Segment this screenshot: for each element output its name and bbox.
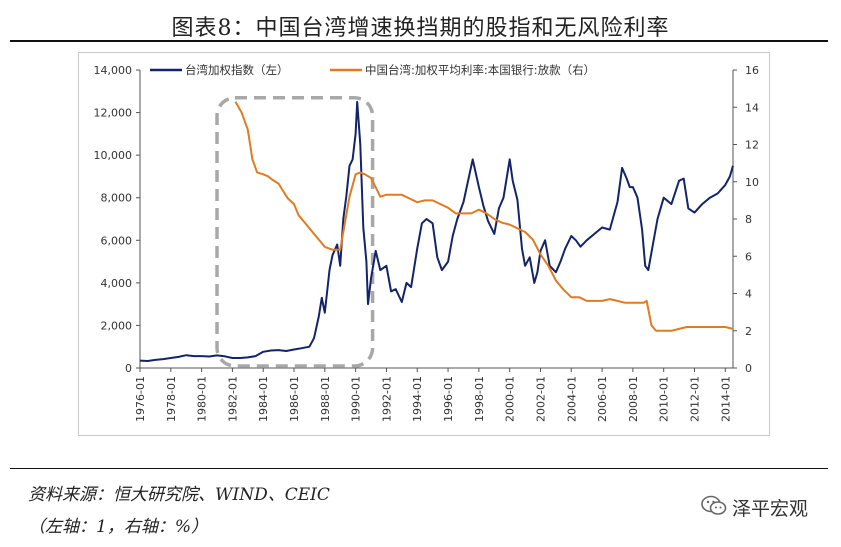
x-axis-tick-label: 1984-01 xyxy=(257,376,270,422)
right-axis-tick-label: 0 xyxy=(745,362,752,375)
right-axis-tick-label: 4 xyxy=(745,288,752,301)
x-axis-tick-label: 1992-01 xyxy=(380,376,393,422)
x-axis-tick-label: 2012-01 xyxy=(688,376,701,422)
chart-frame xyxy=(78,52,770,436)
x-axis-tick-label: 2004-01 xyxy=(565,376,578,422)
x-axis-tick-label: 1988-01 xyxy=(319,376,332,422)
x-axis-tick-label: 1998-01 xyxy=(473,376,486,422)
highlight-box xyxy=(215,96,375,368)
x-axis-tick-label: 1976-01 xyxy=(134,376,147,422)
right-axis-tick-label: 12 xyxy=(745,139,759,152)
bottom-rule xyxy=(10,468,828,469)
series-line-lending-rate xyxy=(234,101,734,332)
series-line-stock-index xyxy=(139,100,734,362)
x-axis-tick-label: 2014-01 xyxy=(719,376,732,422)
x-axis-tick-label: 1986-01 xyxy=(288,376,301,422)
right-axis-tick-label: 2 xyxy=(745,325,752,338)
x-axis-tick-label: 1990-01 xyxy=(350,376,363,422)
x-axis-tick-label: 1994-01 xyxy=(411,376,424,422)
figure-title: 图表8：中国台湾增速换挡期的股指和无风险利率 xyxy=(171,16,670,41)
x-axis-tick-label: 2002-01 xyxy=(534,376,547,422)
x-axis-tick-label: 1996-01 xyxy=(442,376,455,422)
left-axis-tick-label: 2,000 xyxy=(101,319,133,332)
left-axis-tick-label: 4,000 xyxy=(101,277,133,290)
x-axis-tick-label: 2006-01 xyxy=(596,376,609,422)
x-axis-tick-label: 2010-01 xyxy=(658,376,671,422)
right-axis-tick-label: 8 xyxy=(745,213,752,226)
top-rule xyxy=(10,40,828,42)
right-axis-tick-label: 10 xyxy=(745,176,759,189)
legend-label-rate: 中国台湾:加权平均利率:本国银行:放款（右） xyxy=(365,63,595,77)
left-axis-tick-label: 0 xyxy=(125,362,132,375)
x-axis-tick-label: 2008-01 xyxy=(627,376,640,422)
left-axis-tick-label: 10,000 xyxy=(94,149,133,162)
left-axis-tick-label: 12,000 xyxy=(94,107,133,120)
right-axis-tick-label: 16 xyxy=(745,64,759,77)
left-axis-tick-label: 8,000 xyxy=(101,192,133,205)
wechat-icon xyxy=(701,495,727,515)
x-axis-tick-label: 1978-01 xyxy=(165,376,178,422)
right-axis-tick-label: 6 xyxy=(745,250,752,263)
x-axis-tick-label: 2000-01 xyxy=(504,376,517,422)
source-note: 资料来源：恒大研究院、WIND、CEIC xyxy=(28,485,330,505)
legend-label-stock: 台湾加权指数（左） xyxy=(185,63,289,77)
left-axis-tick-label: 6,000 xyxy=(101,234,133,247)
right-axis-tick-label: 14 xyxy=(745,101,759,114)
x-axis-tick-label: 1982-01 xyxy=(226,376,239,422)
x-axis-tick-label: 1980-01 xyxy=(196,376,209,422)
left-axis-tick-label: 14,000 xyxy=(94,64,133,77)
axis-unit-note: （左轴：1，右轴：%） xyxy=(28,517,208,537)
brand-name: 泽平宏观 xyxy=(732,498,809,520)
